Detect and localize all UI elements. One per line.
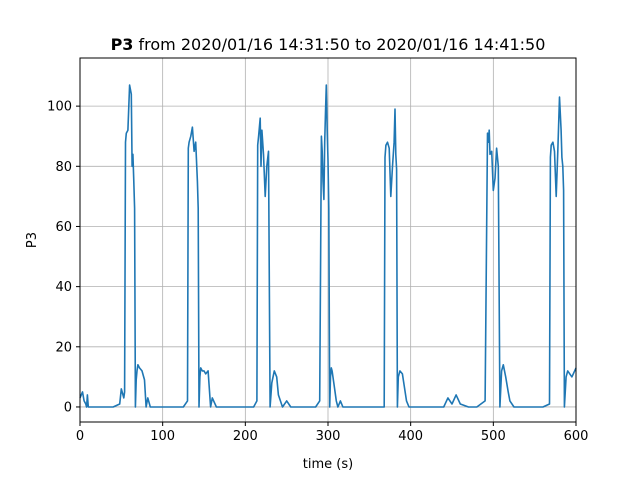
x-axis-label: time (s) [303,457,353,472]
y-tick-label: 0 [64,400,72,415]
x-tick-label: 100 [150,429,175,444]
plot-line-group [79,84,577,408]
y-tick-label: 60 [55,220,72,235]
x-tick-label: 200 [233,429,258,444]
y-axis-ticks: 0 20 40 60 80 100 [47,100,80,415]
chart-title-bold: P3 [111,35,134,54]
y-tick-label: 40 [55,280,72,295]
chart-title-rest: from 2020/01/16 14:31:50 to 2020/01/16 1… [133,35,545,54]
y-tick-label: 80 [55,160,72,175]
x-tick-label: 600 [564,429,589,444]
x-tick-label: 0 [76,429,84,444]
x-axis-ticks: 0 100 200 300 400 500 600 [76,422,589,444]
chart-title: P3 from 2020/01/16 14:31:50 to 2020/01/1… [111,35,546,54]
grid [79,58,577,422]
x-tick-label: 300 [316,429,341,444]
y-tick-label: 100 [47,100,72,115]
x-tick-label: 400 [398,429,423,444]
y-axis-label: P3 [25,232,40,248]
y-tick-label: 20 [55,340,72,355]
x-tick-label: 500 [481,429,506,444]
series-line [79,84,577,408]
